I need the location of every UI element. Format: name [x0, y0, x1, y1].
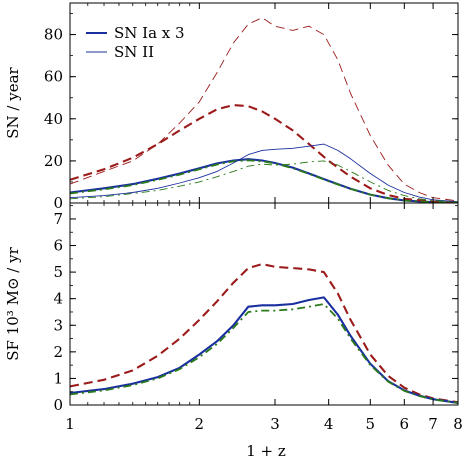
top-panel: 0 20 40 60 80 SN / year SN Ia x 3SN II [4, 2, 459, 212]
bottom-y-tick-label: 3 [53, 316, 63, 334]
top-y-axis-label: SN / year [4, 66, 22, 138]
x-tick-label: 2 [195, 415, 205, 433]
bottom-series-line-2 [70, 303, 458, 404]
x-tick-label: 1 [65, 415, 75, 433]
bottom-y-tick-label: 7 [53, 210, 63, 228]
top-y-tick-label: 80 [44, 26, 63, 44]
x-tick-label: 5 [366, 415, 376, 433]
x-tick-label: 7 [428, 415, 438, 433]
x-tick-label: 6 [400, 415, 410, 433]
top-series-line-1 [70, 104, 458, 203]
top-y-tick-label: 40 [44, 110, 63, 128]
top-series-line-5 [70, 160, 458, 203]
x-tick-label: 4 [324, 415, 334, 433]
x-tick-label: 3 [270, 415, 280, 433]
bottom-y-tick-label: 1 [53, 369, 63, 387]
legend-label: SN Ia x 3 [114, 24, 185, 42]
bottom-y-tick-label: 4 [53, 290, 63, 308]
bottom-y-tick-label: 2 [53, 343, 63, 361]
top-series-line-3 [70, 143, 458, 203]
top-y-tick-label: 20 [44, 152, 63, 170]
bottom-series-line-1 [70, 296, 458, 404]
bottom-y-tick-label: 0 [53, 396, 63, 414]
bottom-series-line-0 [70, 263, 458, 404]
x-tick-label: 8 [453, 415, 463, 433]
legend-label: SN II [114, 43, 154, 61]
top-series-line-0 [70, 158, 458, 203]
top-y-tick-label: 60 [44, 68, 63, 86]
x-axis-label: 1 + z [246, 442, 286, 460]
top-series-line-4 [70, 17, 458, 202]
bottom-y-axis-label: SF 10³ M⊙ / yr [4, 246, 22, 360]
top-series-line-2 [70, 159, 458, 203]
bottom-y-tick-label: 5 [53, 263, 63, 281]
bottom-y-tick-label: 6 [53, 237, 63, 255]
top-y-tick-label: 0 [53, 194, 63, 212]
bottom-frame [69, 202, 459, 406]
